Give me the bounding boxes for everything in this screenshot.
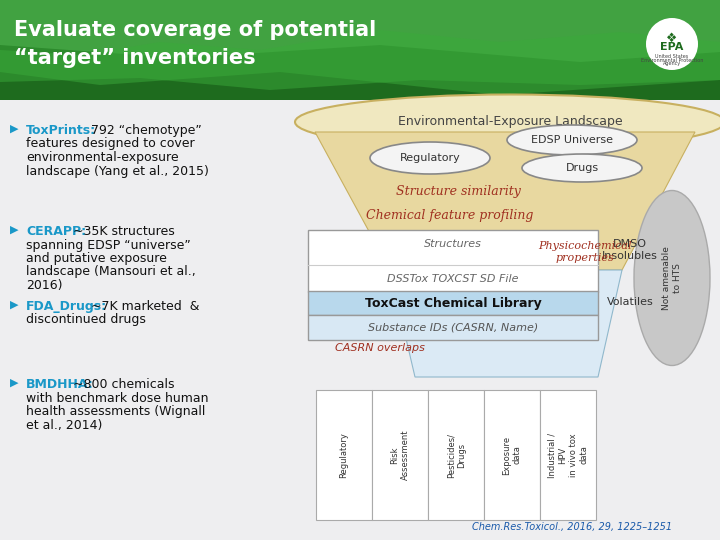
Text: and putative exposure: and putative exposure: [26, 252, 167, 265]
Text: Physicochemical
properties: Physicochemical properties: [539, 241, 631, 263]
Text: spanning EDSP “universe”: spanning EDSP “universe”: [26, 239, 191, 252]
Text: BMDHHA:: BMDHHA:: [26, 378, 94, 391]
FancyBboxPatch shape: [308, 291, 598, 315]
Text: landscape (Mansouri et al.,: landscape (Mansouri et al.,: [26, 266, 196, 279]
Bar: [0, 100, 720, 540]
Ellipse shape: [634, 191, 710, 366]
Polygon shape: [0, 30, 720, 90]
Ellipse shape: [507, 125, 637, 155]
Ellipse shape: [370, 142, 490, 174]
Text: environmental-exposure: environmental-exposure: [26, 151, 179, 164]
Text: FDA_Drugs:: FDA_Drugs:: [26, 300, 107, 313]
Circle shape: [646, 18, 698, 70]
Ellipse shape: [522, 154, 642, 182]
FancyBboxPatch shape: [308, 315, 598, 340]
Text: EDSP Universe: EDSP Universe: [531, 135, 613, 145]
Text: ~800 chemicals: ~800 chemicals: [68, 378, 174, 391]
Text: ▶: ▶: [10, 378, 19, 388]
Text: features designed to cover: features designed to cover: [26, 138, 194, 151]
Text: CASRN overlaps: CASRN overlaps: [335, 343, 425, 353]
Text: Risk
Assessment: Risk Assessment: [390, 430, 410, 480]
Text: Exposure
data: Exposure data: [503, 435, 522, 475]
Text: ▶: ▶: [10, 300, 19, 310]
Text: CERAPP:: CERAPP:: [26, 225, 86, 238]
Text: Regulatory: Regulatory: [400, 153, 460, 163]
FancyBboxPatch shape: [372, 390, 428, 520]
Text: ▶: ▶: [10, 124, 19, 134]
Text: EPA: EPA: [660, 42, 684, 52]
Polygon shape: [0, 0, 720, 62]
FancyBboxPatch shape: [308, 230, 598, 292]
Text: Substance IDs (CASRN, Name): Substance IDs (CASRN, Name): [368, 323, 538, 333]
Text: Chem.Res.Toxicol., 2016, 29, 1225–1251: Chem.Res.Toxicol., 2016, 29, 1225–1251: [472, 522, 672, 532]
Text: landscape (Yang et al., 2015): landscape (Yang et al., 2015): [26, 165, 209, 178]
FancyBboxPatch shape: [316, 390, 372, 520]
Polygon shape: [315, 132, 695, 270]
FancyBboxPatch shape: [484, 390, 540, 520]
Text: Regulatory: Regulatory: [340, 432, 348, 478]
Text: ~7K marketed  &: ~7K marketed &: [87, 300, 199, 313]
Polygon shape: [390, 270, 622, 377]
Text: Pesticides/
Drugs: Pesticides/ Drugs: [446, 433, 466, 477]
FancyBboxPatch shape: [428, 390, 484, 520]
Text: et al., 2014): et al., 2014): [26, 418, 102, 431]
Text: DSSTox TOXCST SD File: DSSTox TOXCST SD File: [387, 274, 518, 284]
Ellipse shape: [295, 94, 720, 150]
Text: Volatiles: Volatiles: [607, 297, 653, 307]
Text: United States: United States: [655, 53, 688, 58]
Text: Evaluate coverage of potential: Evaluate coverage of potential: [14, 20, 377, 40]
Text: ToxPrints:: ToxPrints:: [26, 124, 96, 137]
Text: Industrial /
HPV
in vivo tox
data: Industrial / HPV in vivo tox data: [548, 433, 588, 477]
Text: ToxCast Chemical Library: ToxCast Chemical Library: [364, 296, 541, 309]
Text: Agency: Agency: [663, 62, 681, 66]
Text: health assessments (Wignall: health assessments (Wignall: [26, 405, 205, 418]
Text: ❖: ❖: [667, 31, 678, 44]
Text: 792 “chemotype”: 792 “chemotype”: [87, 124, 202, 137]
Text: Structure similarity: Structure similarity: [395, 186, 521, 199]
Text: ~35K structures: ~35K structures: [68, 225, 174, 238]
Text: Environmental Protection: Environmental Protection: [641, 57, 703, 63]
Text: DMSO
Insolubles: DMSO Insolubles: [602, 239, 658, 261]
Text: “target” inventories: “target” inventories: [14, 48, 256, 68]
Bar: [0, 0, 720, 100]
Text: with benchmark dose human: with benchmark dose human: [26, 392, 209, 404]
Text: Drugs: Drugs: [565, 163, 598, 173]
Text: ▶: ▶: [10, 225, 19, 235]
Polygon shape: [0, 0, 720, 95]
Text: discontinued drugs: discontinued drugs: [26, 314, 146, 327]
Text: Not amenable
to HTS: Not amenable to HTS: [662, 246, 682, 310]
FancyBboxPatch shape: [540, 390, 596, 520]
Text: Environmental-Exposure Landscape: Environmental-Exposure Landscape: [397, 114, 622, 127]
Text: 2016): 2016): [26, 279, 63, 292]
Text: Chemical feature profiling: Chemical feature profiling: [366, 208, 534, 221]
Text: Structures: Structures: [424, 239, 482, 249]
